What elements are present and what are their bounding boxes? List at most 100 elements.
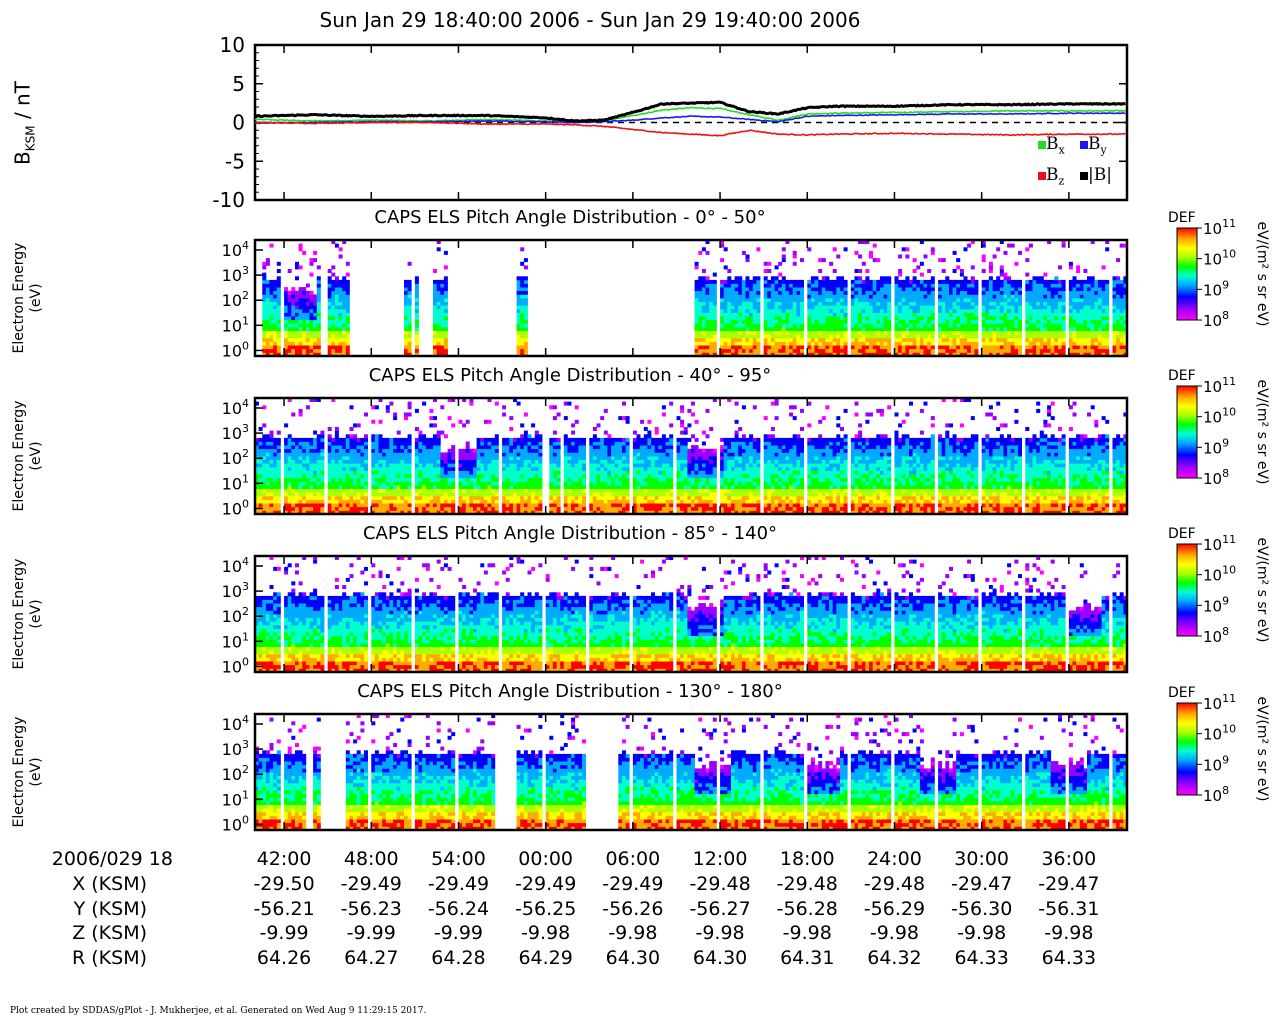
spectrogram-cell: [1079, 290, 1084, 295]
spectrogram-cell: [869, 250, 873, 255]
spectrogram-cell: [1043, 327, 1048, 331]
spectrogram-cell: [549, 441, 554, 446]
spectrogram-cell: [1090, 348, 1095, 353]
spectrogram-cell: [912, 283, 917, 288]
spectrogram-cell: [309, 308, 314, 313]
spectrogram-cell: [745, 276, 750, 281]
spectrogram-cell: [313, 488, 318, 493]
spectrogram-cell: [571, 503, 576, 508]
spectrogram-cell: [258, 448, 263, 453]
spectrogram-cell: [487, 477, 492, 482]
spectrogram-cell: [523, 294, 528, 299]
spectrogram-cell: [327, 327, 332, 331]
spectrogram-cell: [265, 437, 270, 442]
spectrogram-cell: [1039, 279, 1044, 284]
spectrogram-cell: [505, 488, 510, 493]
spectrogram-cell: [1003, 276, 1008, 281]
spectrogram-cell: [516, 352, 521, 357]
spectrogram-cell: [338, 290, 343, 295]
spectrogram-cell: [858, 341, 863, 346]
spectrogram-cell: [262, 308, 267, 313]
spectrogram-cell: [520, 495, 525, 500]
spectrogram-cell: [894, 323, 899, 328]
spectrogram-cell: [414, 408, 419, 413]
spectrogram-cell: [305, 316, 310, 321]
spectrogram-cell: [869, 327, 873, 331]
spectrogram-cell: [400, 503, 405, 508]
spectrogram-cell: [1010, 301, 1015, 306]
spectrogram-cell: [949, 345, 953, 350]
spectrogram-cell: [407, 441, 412, 446]
spectrogram-cell: [865, 298, 870, 302]
spectrogram-cell: [265, 261, 270, 266]
spectrogram-cell: [854, 316, 859, 321]
spectrogram-cell: [331, 398, 336, 402]
spectrogram-cell: [727, 290, 732, 295]
spectrogram-cell: [763, 305, 768, 310]
spectrogram-cell: [414, 510, 419, 515]
spectrogram-cell: [1097, 290, 1102, 295]
spectrogram-cell: [462, 459, 467, 464]
spectrogram-cell: [433, 441, 437, 446]
spectrogram-cell: [469, 474, 474, 479]
spectrogram-cell: [1116, 327, 1121, 331]
spectrogram-cell: [1043, 341, 1048, 346]
spectrogram-cell: [1090, 283, 1095, 288]
spectrogram-cell: [1116, 348, 1121, 353]
spectrogram-cell: [385, 452, 390, 457]
spectrogram-cell: [443, 456, 448, 460]
spectrogram-cell: [458, 463, 463, 468]
spectrogram-cell: [1112, 276, 1117, 281]
spectrogram-cell: [451, 506, 456, 511]
spectrogram-cell: [436, 456, 441, 460]
spectrogram-cell: [269, 510, 274, 515]
spectrogram-cell: [480, 492, 485, 497]
spectrogram-cell: [320, 466, 325, 471]
spectrogram-cell: [473, 481, 477, 486]
spectrogram-cell: [749, 319, 754, 324]
spectrogram-cell: [433, 327, 437, 331]
spectrogram-cell: [698, 290, 703, 295]
spectrogram-cell: [313, 492, 318, 497]
spectrogram-cell: [284, 319, 289, 324]
spectrogram-cell: [374, 445, 379, 450]
spectrogram-cell: [356, 495, 361, 500]
spectrogram-cell: [981, 323, 986, 328]
spectrogram-cell: [295, 261, 299, 266]
spectrogram-cell: [1076, 352, 1081, 357]
spectrogram-cell: [291, 456, 296, 460]
spectrogram-cell: [422, 503, 427, 508]
spectrogram-cell: [487, 419, 492, 424]
spectrogram-cell: [967, 279, 972, 284]
spectrogram-cell: [447, 398, 452, 402]
spectrogram-cell: [360, 485, 365, 489]
spectrogram-cell: [284, 477, 289, 482]
spectrogram-cell: [901, 345, 906, 350]
spectrogram-cell: [967, 348, 972, 353]
spectrogram-cell: [309, 272, 314, 277]
spectrogram-cell: [938, 316, 943, 321]
spectrogram-cell: [916, 308, 921, 313]
spectrogram-cell: [694, 312, 699, 317]
spectrogram-cell: [887, 327, 892, 331]
spectrogram-cell: [469, 398, 474, 402]
spectrogram-cell: [374, 448, 379, 453]
spectrogram-cell: [287, 348, 292, 353]
spectrogram-cell: [393, 481, 398, 486]
spectrogram-cell: [469, 495, 474, 500]
spectrogram-cell: [353, 477, 358, 482]
spectrogram-cell: [1072, 308, 1077, 313]
spectrogram-cell: [923, 334, 928, 339]
spectrogram-cell: [1094, 308, 1099, 313]
spectrogram-cell: [1018, 334, 1022, 339]
spectrogram-cell: [1094, 298, 1099, 302]
spectrogram-cell: [284, 316, 289, 321]
spectrogram-cell: [723, 348, 728, 353]
spectrogram-cell: [894, 348, 899, 353]
spectrogram-cell: [400, 495, 405, 500]
spectrogram-cell: [443, 481, 448, 486]
spectrogram-cell: [516, 341, 521, 346]
spectrogram-cell: [821, 290, 826, 295]
spectrogram-cell: [901, 312, 906, 317]
spectrogram-cell: [487, 503, 492, 508]
